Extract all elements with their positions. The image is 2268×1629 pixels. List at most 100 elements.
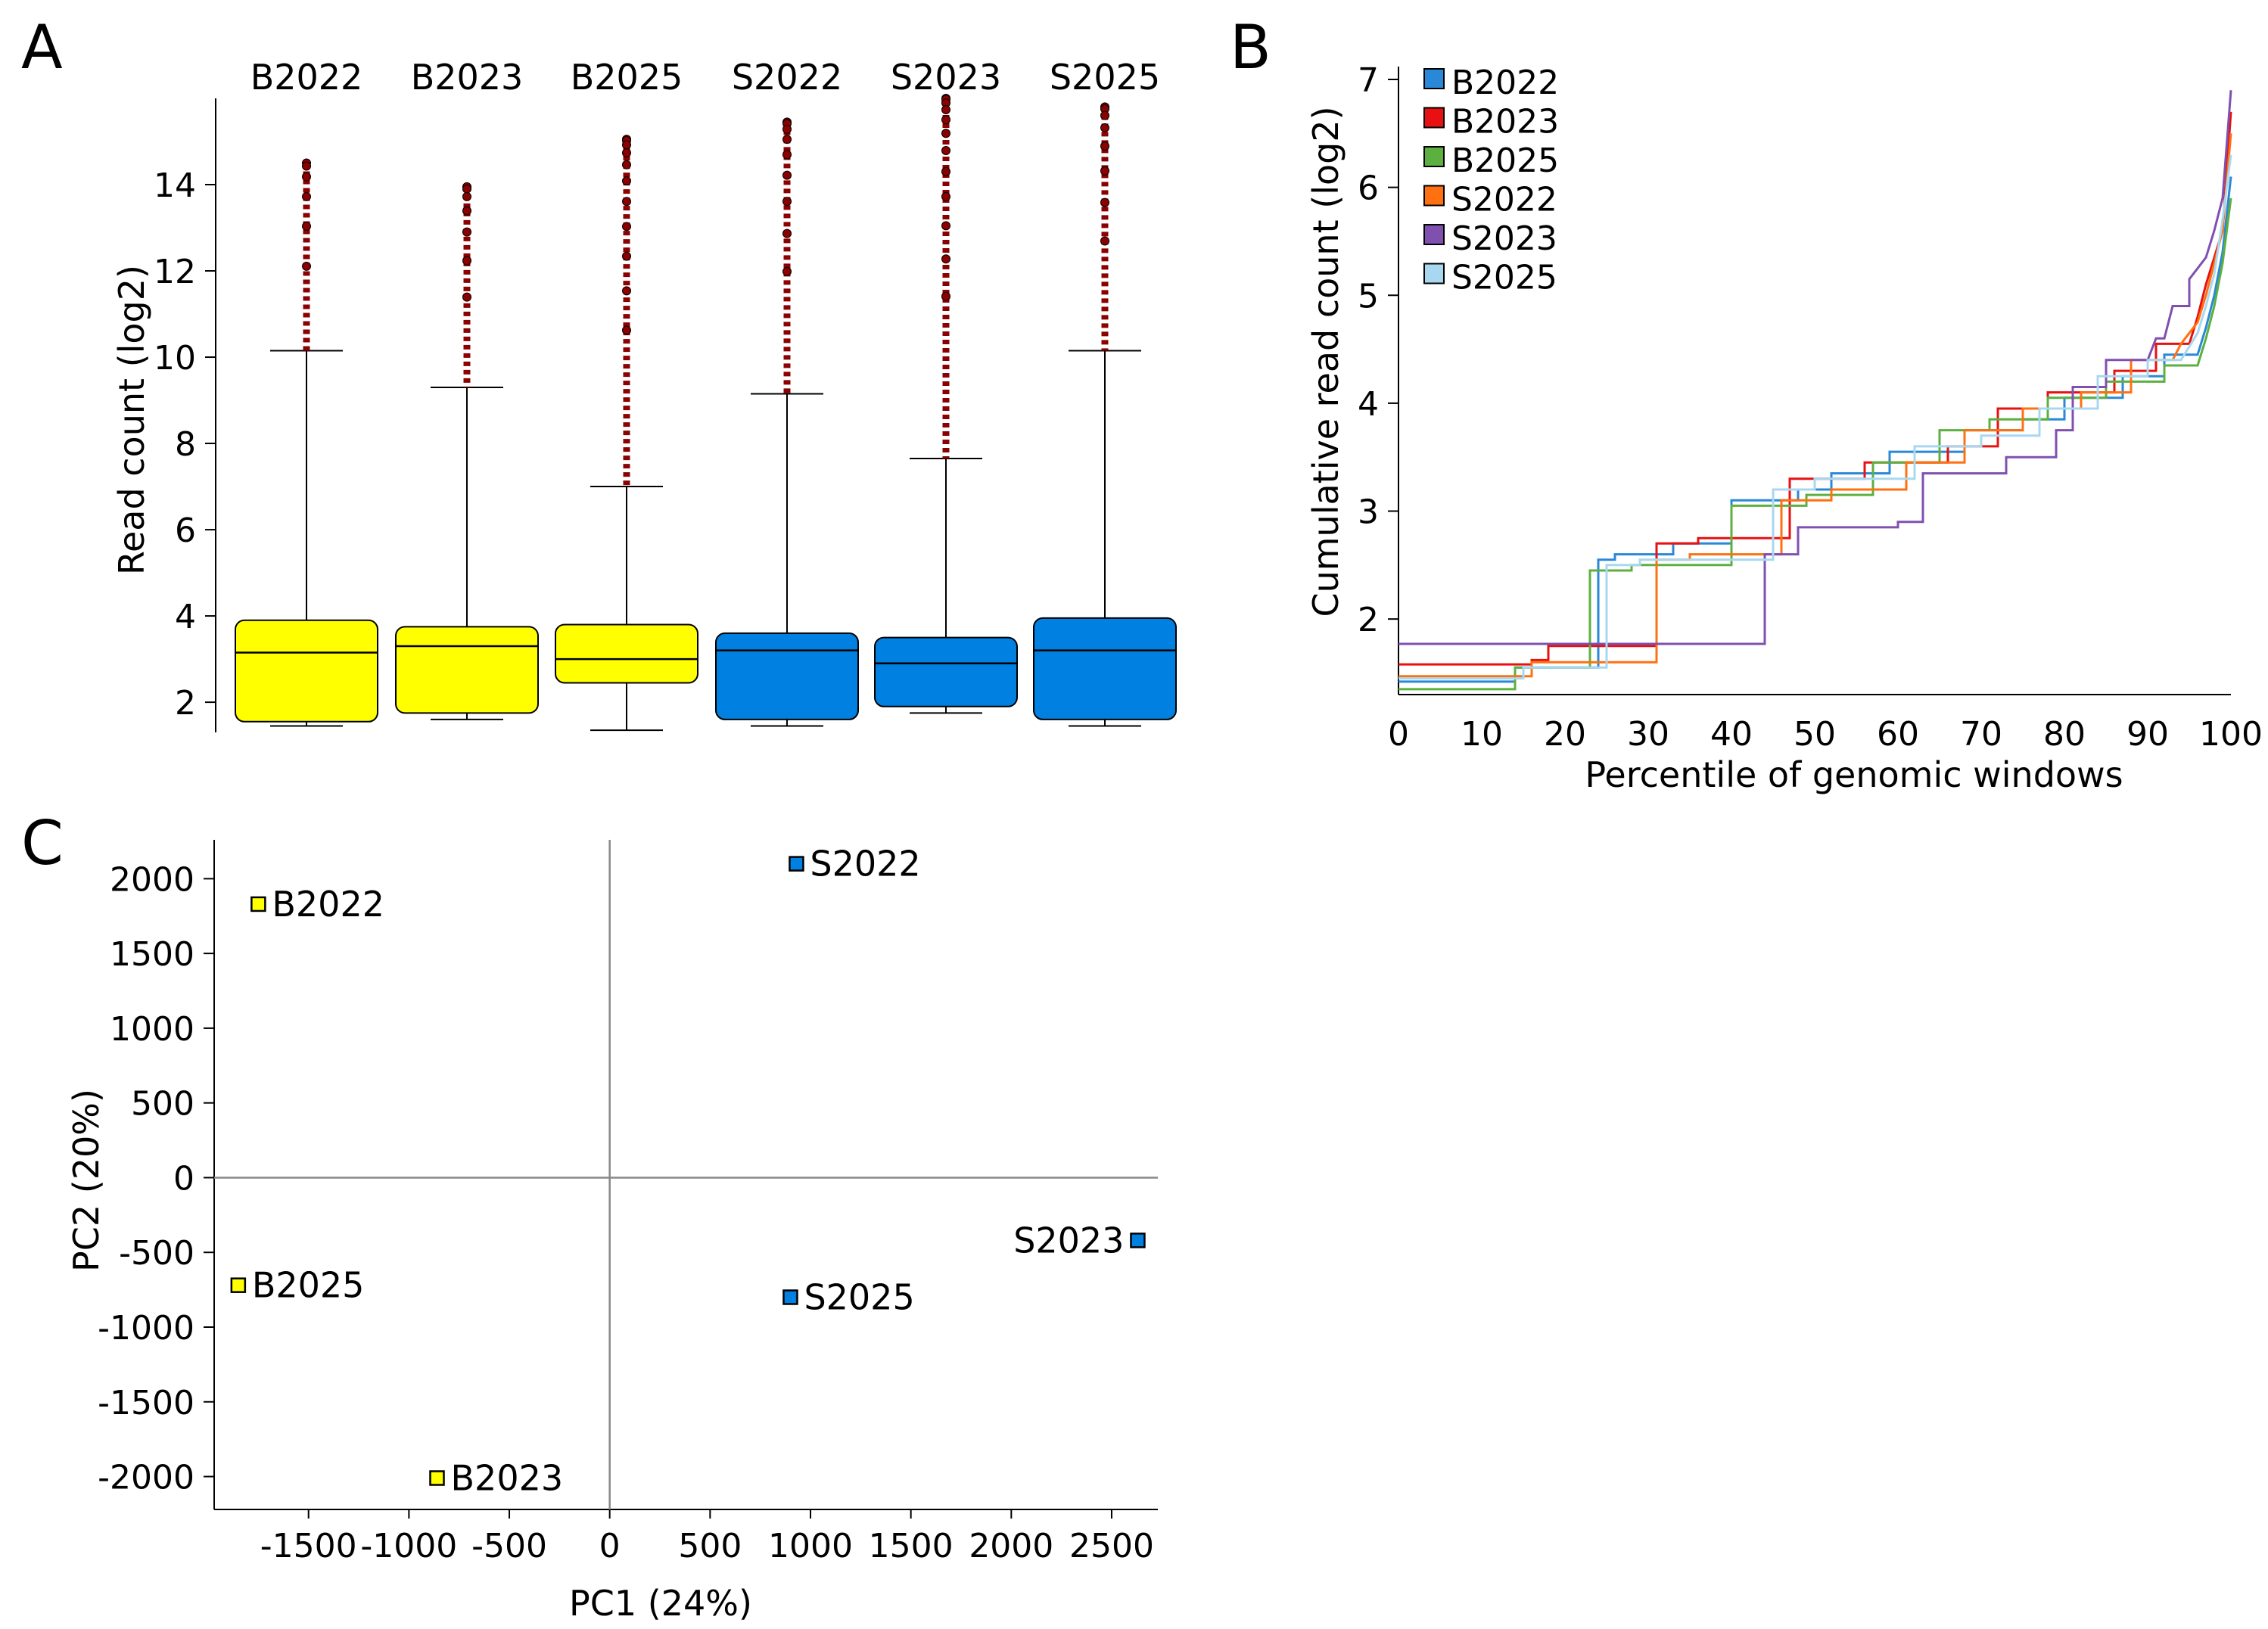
pca-point-b2022 <box>250 896 266 912</box>
pca-scatter-panel: 2000150010005000-500-1000-1500-2000-1500… <box>66 840 1158 1624</box>
outlier-point <box>782 228 792 238</box>
y-tick-label: 6 <box>175 511 196 550</box>
line-chart-x-axis-title: Percentile of genomic windows <box>1585 754 2123 795</box>
legend-swatch-b2022 <box>1423 68 1445 89</box>
group-label-b2025: B2025 <box>571 57 683 98</box>
outlier-point <box>302 261 311 271</box>
panel-letter-c: C <box>21 808 64 878</box>
y-tick-label: 4 <box>175 598 196 636</box>
outlier-point <box>941 221 950 231</box>
outlier-point <box>1100 166 1109 176</box>
x-tick-label: 2000 <box>969 1527 1053 1565</box>
pca-point-label-s2025: S2025 <box>804 1276 914 1317</box>
outlier-point <box>302 172 311 182</box>
pca-point-s2023 <box>1130 1233 1146 1248</box>
x-tick-label: 30 <box>1627 715 1669 754</box>
group-label-b2022: B2022 <box>250 57 363 98</box>
pca-x-axis-title: PC1 (24%) <box>569 1583 752 1624</box>
y-tick-label: -1500 <box>98 1384 194 1422</box>
x-tick-label: -1500 <box>260 1527 357 1565</box>
x-tick-label: 0 <box>599 1527 621 1565</box>
y-tick-label: 5 <box>1358 277 1379 316</box>
legend-swatch-s2023 <box>1423 224 1445 245</box>
x-tick-label: 500 <box>678 1527 742 1565</box>
group-label-b2023: B2023 <box>411 57 524 98</box>
y-tick-label: 3 <box>1358 493 1379 532</box>
outlier-point <box>782 150 792 160</box>
outlier-point <box>462 206 471 216</box>
legend-swatch-b2023 <box>1423 107 1445 129</box>
outlier-point <box>782 135 792 145</box>
outlier-point <box>941 129 950 138</box>
outlier-point <box>941 145 950 155</box>
outlier-point <box>462 292 471 302</box>
series-line-s2023 <box>1398 90 2232 645</box>
outlier-point <box>941 105 950 115</box>
outlier-point <box>302 221 311 231</box>
line-chart-series <box>1398 90 2232 691</box>
y-tick-label: 4 <box>1358 385 1379 424</box>
outlier-point <box>622 251 631 261</box>
pca-point-label-b2023: B2023 <box>451 1458 564 1499</box>
box-plot-panel: 2 4 6 8 10 12 14 B2022 B2023 B2025 S2022 S2023 S202… <box>111 57 1177 732</box>
outlier-point <box>622 160 631 169</box>
line-chart-y-axis-title: Cumulative read count (log2) <box>1305 106 1346 617</box>
outlier-point <box>462 184 471 194</box>
legend-label-s2025: S2025 <box>1451 259 1557 297</box>
y-tick-label: 6 <box>1358 169 1379 208</box>
pca-points: B2022 B2023 B2025 S2022 S2023 S2025 <box>230 844 1146 1499</box>
outlier-point <box>1100 197 1109 207</box>
box-s2023 <box>874 636 1018 707</box>
outlier-point <box>1100 141 1109 151</box>
pca-point-b2023 <box>429 1470 445 1486</box>
x-tick-label: 10 <box>1461 715 1503 754</box>
legend-label-b2023: B2023 <box>1451 103 1559 141</box>
pca-point-label-b2022: B2022 <box>272 884 384 925</box>
outlier-point <box>941 254 950 264</box>
group-label-s2023: S2023 <box>891 57 1001 98</box>
group-label-s2025: S2025 <box>1050 57 1160 98</box>
outlier-point <box>941 115 950 125</box>
outlier-point <box>782 197 792 207</box>
pca-point-label-b2025: B2025 <box>252 1265 365 1306</box>
x-tick-label: 40 <box>1710 715 1753 754</box>
outlier-point <box>462 256 471 266</box>
y-tick-label: 2 <box>1358 601 1379 639</box>
pca-axes: 2000150010005000-500-1000-1500-2000-1500… <box>98 840 1158 1565</box>
pca-point-b2025 <box>230 1277 247 1293</box>
outlier-point <box>622 197 631 207</box>
pca-point-label-s2022: S2022 <box>810 844 920 884</box>
outlier-point <box>622 140 631 150</box>
x-tick-label: 0 <box>1388 715 1409 754</box>
y-tick-label: 1500 <box>110 935 194 974</box>
pca-point-s2025 <box>782 1289 798 1305</box>
outlier-point <box>622 222 631 232</box>
y-tick-label: 14 <box>154 166 196 205</box>
y-tick-label: -500 <box>119 1234 194 1273</box>
outlier-point <box>462 227 471 237</box>
y-tick-label: -2000 <box>98 1459 194 1497</box>
outlier-point <box>1100 110 1109 120</box>
y-tick-label: 500 <box>131 1085 194 1124</box>
box-plot-y-axis-title: Read count (log2) <box>111 265 152 575</box>
x-tick-label: -500 <box>471 1527 547 1565</box>
legend-swatch-s2022 <box>1423 185 1445 207</box>
x-tick-label: 100 <box>2199 715 2263 754</box>
y-tick-label: 2 <box>175 684 196 723</box>
outlier-point <box>622 325 631 335</box>
x-tick-label: 1500 <box>869 1527 954 1565</box>
pca-point-s2022 <box>789 856 804 872</box>
legend-swatch-s2025 <box>1423 263 1445 284</box>
y-tick-label: 1000 <box>110 1010 194 1049</box>
x-tick-label: -1000 <box>360 1527 457 1565</box>
outlier-point <box>622 176 631 186</box>
y-tick-label: 8 <box>175 425 196 464</box>
x-tick-label: 60 <box>1877 715 1919 754</box>
box-s2022 <box>715 632 859 720</box>
y-tick-label: 7 <box>1358 61 1379 100</box>
box-b2022 <box>235 619 378 723</box>
outlier-point <box>462 191 471 201</box>
x-tick-label: 1000 <box>768 1527 853 1565</box>
box-b2025 <box>555 623 698 684</box>
x-tick-label: 90 <box>2126 715 2169 754</box>
